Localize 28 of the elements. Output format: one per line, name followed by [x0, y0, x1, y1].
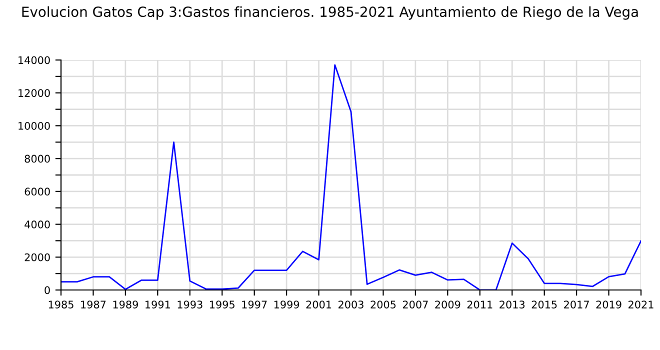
chart-title: Evolucion Gatos Cap 3:Gastos financieros. 1985-2021 Ayuntamiento de Riego de la Vega — [22, 6, 638, 20]
x-tick-label: 2013 — [500, 300, 525, 308]
y-tick-label: 2000 — [24, 253, 50, 262]
y-tick-label: 4000 — [24, 220, 50, 228]
y-tick-label: 8000 — [24, 154, 50, 163]
x-tick-label: 2009 — [435, 300, 460, 308]
x-tick-label: 1993 — [178, 300, 202, 308]
y-tick-label: 6000 — [24, 188, 50, 196]
x-tick-label: 2021 — [628, 300, 654, 308]
y-tick-label: 14000 — [18, 56, 50, 64]
y-tick-label: 0 — [44, 286, 50, 294]
x-tick-label: 1989 — [113, 300, 138, 308]
y-tick-label: 10000 — [18, 122, 50, 130]
x-tick-label: 1995 — [210, 300, 234, 308]
x-tick-label: 2011 — [467, 300, 492, 308]
x-tick-label: 2005 — [370, 300, 396, 308]
x-tick-label: 1999 — [274, 300, 300, 308]
x-tick-label: 2007 — [402, 300, 428, 308]
x-tick-label: 1987 — [81, 300, 106, 308]
x-tick-label: 2019 — [596, 300, 622, 308]
x-tick-label: 2017 — [564, 300, 589, 308]
x-tick-label: 2015 — [532, 300, 557, 308]
x-tick-label: 1985 — [48, 300, 74, 308]
x-tick-label: 2003 — [338, 300, 364, 308]
y-tick-label: 12000 — [18, 89, 50, 97]
x-tick-label: 1997 — [242, 300, 267, 308]
x-tick-label: 1991 — [146, 300, 170, 308]
x-tick-label: 2001 — [306, 300, 332, 308]
